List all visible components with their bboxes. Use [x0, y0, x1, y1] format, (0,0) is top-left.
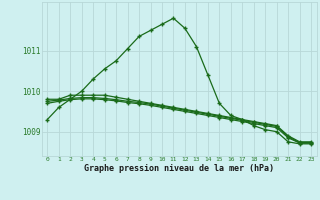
X-axis label: Graphe pression niveau de la mer (hPa): Graphe pression niveau de la mer (hPa) [84, 164, 274, 173]
